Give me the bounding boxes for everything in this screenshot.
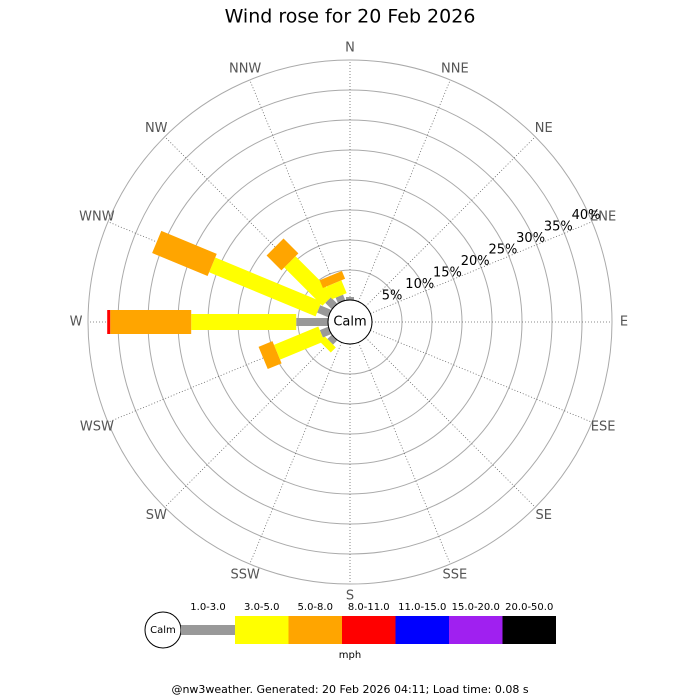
legend-calm-label: Calm [150,625,176,636]
direction-label: SE [536,508,552,523]
direction-label: SSE [442,568,467,583]
direction-label: S [346,589,354,604]
wind-segment [152,230,217,276]
direction-label: NNW [229,61,261,76]
spoke [358,342,451,565]
ring-label: 15% [433,266,462,281]
wind-segment [346,297,354,300]
wind-segment [266,238,299,271]
wind-segment [258,341,282,370]
direction-label: NNE [441,61,469,76]
legend-unit: mph [339,650,361,661]
direction-label: SW [146,508,167,523]
ring-label: 10% [405,277,434,292]
spoke [249,342,342,565]
direction-label: WSW [80,419,114,434]
wind-segment [319,326,332,338]
legend-swatch [288,616,342,644]
ring-label: 40% [572,208,601,223]
wind-segment [327,334,338,345]
wind-segment [284,256,334,306]
ring-label: 5% [382,289,403,304]
legend-swatch [235,616,289,644]
spoke [370,330,593,423]
legend-label: 11.0-15.0 [398,602,446,613]
wind-segment [273,326,325,360]
legend-label: 8.0-11.0 [348,602,390,613]
chart-title: Wind rose for 20 Feb 2026 [225,6,476,28]
legend-swatch [181,625,235,635]
legend-label: 1.0-3.0 [190,602,225,613]
ring-label: 20% [461,254,490,269]
spoke [370,221,593,314]
legend-label: 3.0-5.0 [244,602,279,613]
wind-segment [326,280,347,300]
direction-label: NW [145,121,168,136]
direction-label: ESE [591,419,616,434]
ring-label: 35% [544,220,573,235]
grid-ring [87,59,613,585]
legend-swatch [395,616,449,644]
spoke [249,79,342,302]
wind-segment [110,310,192,334]
calm-circle [327,299,373,345]
direction-label: SSW [230,568,260,583]
legend-swatch [342,616,396,644]
spoke [365,337,536,508]
spoke [365,136,536,307]
calm-label: Calm [333,315,366,330]
wind-segment [319,271,346,288]
direction-label: ENE [590,210,616,225]
direction-label: N [345,41,355,56]
direction-label: W [70,315,83,330]
legend-label: 15.0-20.0 [452,602,500,613]
wind-segment [296,318,328,326]
direction-label: E [620,315,628,330]
wind-segment [107,310,111,334]
wind-segment [317,305,332,318]
footer: @nw3weather. Generated: 20 Feb 2026 04:1… [171,683,528,696]
direction-label: WNW [79,210,115,225]
spoke [164,337,335,508]
legend-label: 20.0-50.0 [505,602,553,613]
ring-label: 25% [488,243,517,258]
legend-swatch [449,616,503,644]
spoke [358,79,451,302]
wind-segment [209,257,322,317]
wind-segment [191,314,297,330]
legend-swatch [502,616,556,644]
legend-label: 5.0-8.0 [298,602,333,613]
ring-label: 30% [516,231,545,246]
direction-label: NE [535,121,553,136]
